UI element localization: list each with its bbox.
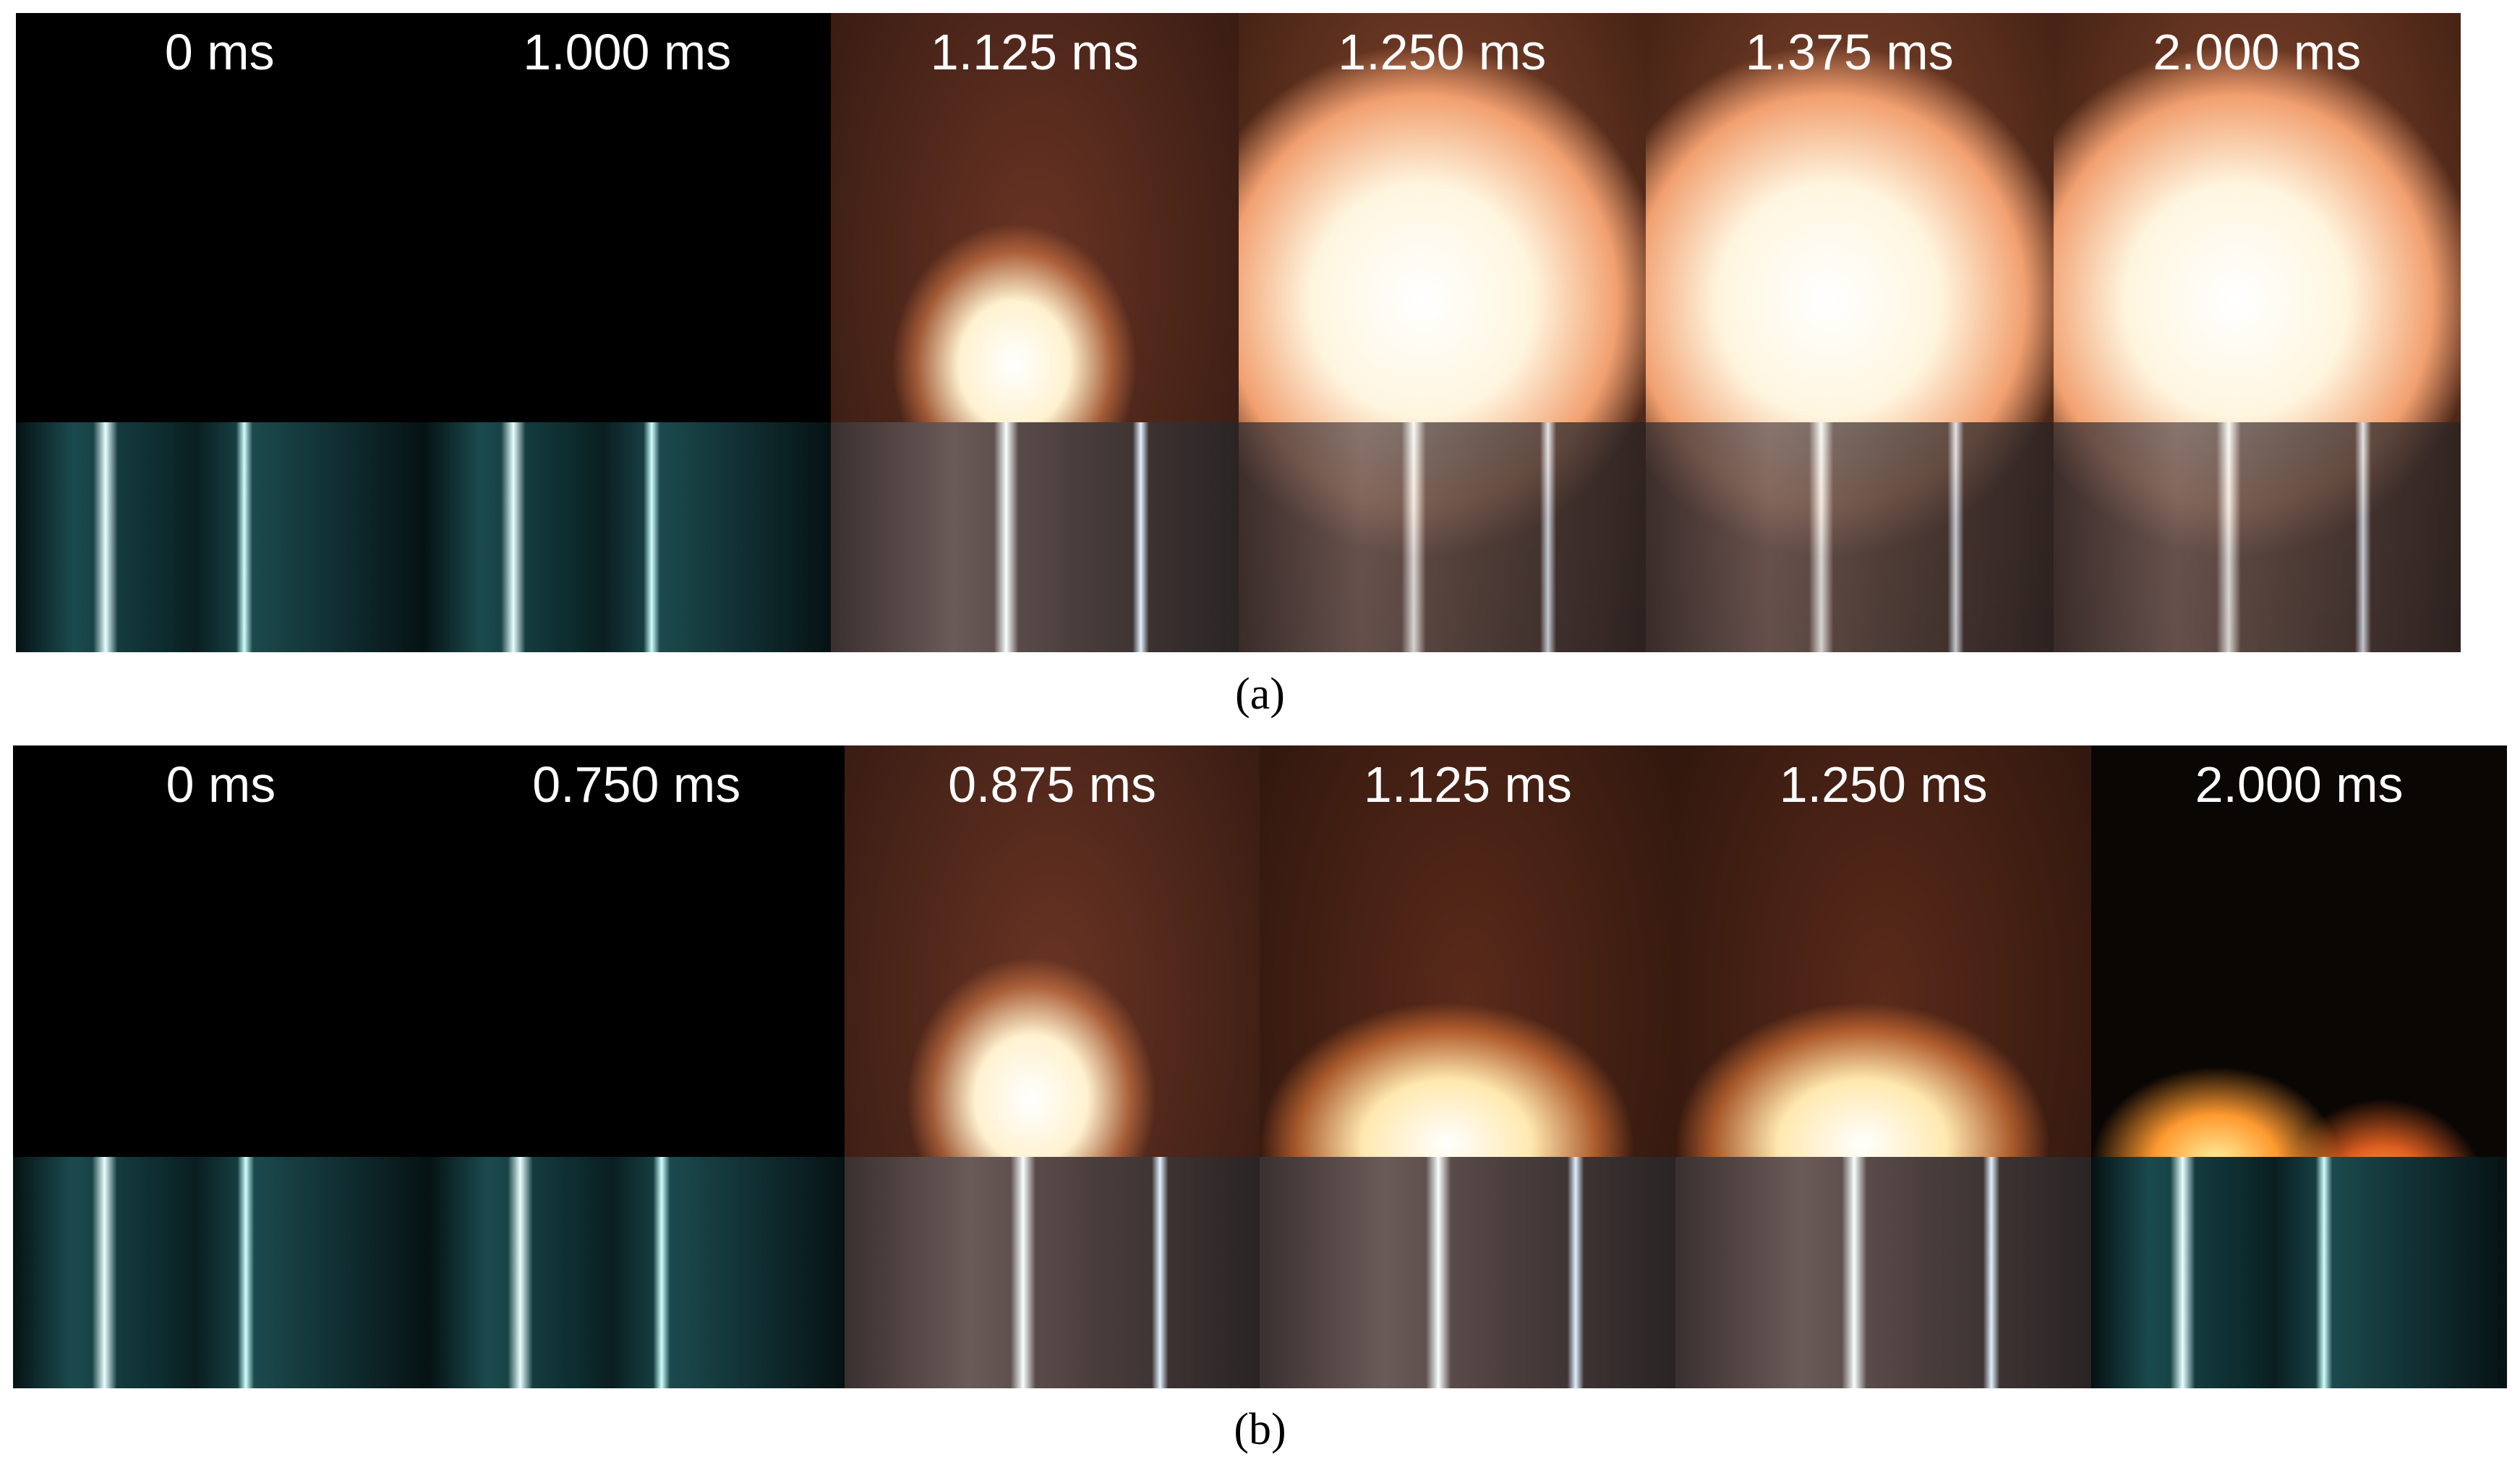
frame: 0 ms	[13, 745, 429, 1388]
time-label: 1.250 ms	[1779, 756, 1988, 813]
cylinder	[1675, 1156, 2092, 1388]
cylinder	[16, 422, 424, 652]
cylinder	[831, 422, 1239, 652]
time-label: 1.000 ms	[523, 24, 732, 80]
time-label: 1.250 ms	[1338, 24, 1547, 80]
caption: (a)	[1235, 670, 1285, 719]
time-label: 1.125 ms	[1363, 756, 1572, 813]
frame: 0.875 ms	[844, 745, 1260, 1388]
cylinder	[844, 1156, 1260, 1388]
frame: 0.750 ms	[428, 745, 845, 1388]
frame: 2.000 ms	[2053, 13, 2461, 652]
time-label: 1.375 ms	[1745, 24, 1954, 80]
cylinder	[423, 422, 831, 652]
cylinder	[1646, 422, 2054, 652]
panel: 0 ms 1.000 ms 1.125 ms 1.250 ms 1.375 ms…	[16, 13, 2461, 652]
cylinder	[2091, 1156, 2507, 1388]
panel: 0 ms 0.750 ms 0.875 ms 1.125 ms 1.250 ms…	[13, 745, 2507, 1388]
cylinder	[13, 1156, 429, 1388]
time-label: 2.000 ms	[2195, 756, 2404, 813]
time-label: 0 ms	[164, 24, 275, 80]
cylinder	[1260, 1156, 1676, 1388]
time-label: 1.125 ms	[930, 24, 1139, 80]
time-label: 0.875 ms	[948, 756, 1157, 813]
time-label: 2.000 ms	[2153, 24, 2362, 80]
frame: 1.250 ms	[1238, 13, 1646, 652]
frame: 0 ms	[16, 13, 424, 652]
frame: 1.125 ms	[831, 13, 1239, 652]
frame: 1.250 ms	[1675, 745, 2092, 1388]
frame: 1.375 ms	[1646, 13, 2054, 652]
frame: 2.000 ms	[2091, 745, 2507, 1388]
frame: 1.125 ms	[1260, 745, 1676, 1388]
time-label: 0.750 ms	[532, 756, 741, 813]
time-label: 0 ms	[166, 756, 276, 813]
cylinder	[2053, 422, 2461, 652]
caption: (b)	[1234, 1405, 1286, 1454]
cylinder	[1238, 422, 1646, 652]
frame: 1.000 ms	[423, 13, 831, 652]
cylinder	[428, 1156, 845, 1388]
